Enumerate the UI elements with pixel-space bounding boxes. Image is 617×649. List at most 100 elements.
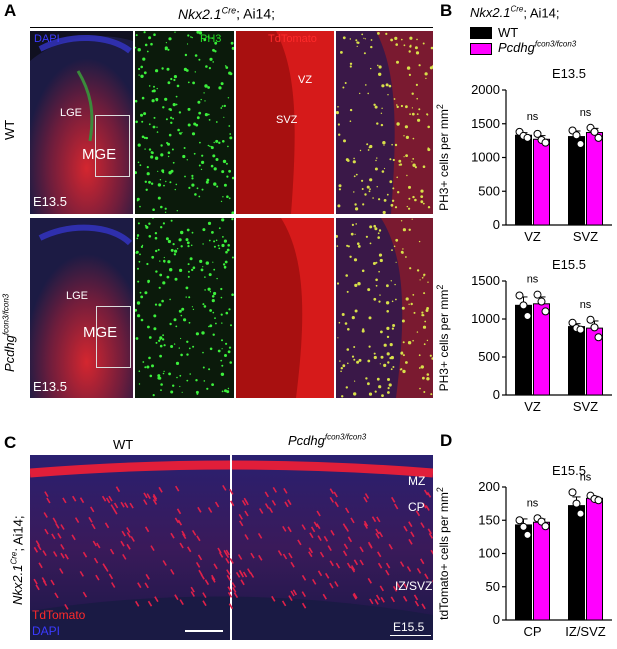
cell-dot: [361, 34, 363, 36]
cell-dot: [377, 65, 379, 67]
cell-dot: [155, 157, 158, 160]
cell-dot: [215, 140, 218, 143]
bar: [534, 522, 550, 620]
cell-dot: [214, 167, 217, 170]
cell-dot: [221, 339, 223, 341]
cell-dot: [191, 184, 194, 187]
cell-dot: [409, 229, 411, 231]
cell-dot: [226, 195, 229, 198]
cell-dot: [395, 299, 397, 301]
cell-dot: [229, 347, 231, 349]
cell-dot: [152, 90, 154, 92]
cell-dot: [391, 356, 394, 359]
cell-dot: [177, 129, 180, 132]
y-tick-label: 0: [493, 217, 500, 232]
cell-dot: [176, 104, 178, 106]
x-tick-label: VZ: [524, 399, 541, 414]
bar: [569, 137, 585, 225]
region-label-lge-mutant: LGE: [66, 290, 88, 302]
cell-dot: [210, 291, 211, 292]
cell-dot: [409, 267, 411, 269]
cell-dot: [199, 142, 201, 144]
cell-dot: [179, 375, 181, 377]
cell-dot: [188, 124, 191, 127]
cell-dot: [162, 106, 164, 108]
cell-dot: [195, 71, 196, 72]
cell-dot: [228, 72, 231, 75]
cell-dot: [197, 101, 200, 104]
cell-dot: [405, 256, 407, 258]
data-point: [538, 298, 545, 305]
cell-dot: [367, 360, 370, 363]
cell-dot: [155, 250, 157, 252]
cell-dot: [369, 225, 372, 228]
cell-dot: [366, 236, 368, 238]
cell-dot: [192, 37, 193, 38]
cell-dot: [156, 127, 157, 128]
cell-dot: [420, 195, 423, 198]
cell-dot: [213, 182, 216, 185]
cell-dot: [216, 158, 219, 161]
cell-dot: [213, 292, 216, 295]
cell-dot: [430, 393, 432, 395]
cell-dot: [423, 274, 425, 276]
cell-dot: [228, 125, 230, 127]
cell-dot: [203, 92, 204, 93]
cell-dot: [406, 175, 407, 176]
cell-dot: [210, 348, 213, 351]
cell-dot: [187, 43, 188, 44]
cell-dot: [142, 97, 145, 100]
cell-dot: [369, 188, 371, 190]
cell-dot: [152, 218, 153, 219]
cell-dot: [209, 67, 211, 69]
cell-dot: [224, 184, 227, 187]
cell-dot: [159, 336, 162, 339]
cell-dot: [186, 380, 188, 382]
cell-dot: [188, 187, 190, 189]
cell-dot: [171, 220, 173, 222]
cell-dot: [186, 353, 188, 355]
cell-dot: [390, 343, 393, 346]
cell-dot: [341, 367, 343, 369]
cell-dot: [411, 161, 412, 162]
cell-dot: [191, 245, 193, 247]
cell-dot: [180, 338, 181, 339]
cell-dot: [403, 341, 405, 343]
cell-dot: [160, 179, 161, 180]
cell-dot: [353, 392, 356, 395]
cell-dot: [147, 51, 149, 53]
cell-dot: [347, 328, 350, 331]
cell-dot: [151, 256, 154, 259]
significance-label: ns: [527, 111, 539, 123]
y-tick-label: 150: [478, 512, 500, 527]
inset-box: [95, 115, 130, 177]
cell-dot: [412, 93, 414, 95]
cell-dot: [162, 338, 164, 340]
cell-dot: [146, 263, 148, 265]
cell-dot: [355, 207, 358, 210]
mutant-ph3-image: [135, 218, 234, 398]
cell-dot: [403, 228, 406, 231]
data-point: [595, 134, 602, 141]
cell-dot: [427, 282, 428, 283]
cell-dot: [184, 68, 187, 71]
cell-dot: [362, 188, 364, 190]
cell-dot: [168, 171, 171, 174]
cell-dot: [383, 145, 384, 146]
cell-dot: [392, 187, 394, 189]
y-tick-label: 1500: [471, 116, 500, 131]
cell-dot: [430, 355, 432, 357]
cell-dot: [179, 386, 180, 387]
cell-dot: [213, 312, 215, 314]
bar: [516, 525, 532, 620]
cell-dot: [211, 383, 214, 386]
cell-dot: [353, 359, 355, 361]
cell-dot: [138, 315, 139, 316]
cell-dot: [412, 294, 414, 296]
legend-label-wt: WT: [498, 25, 518, 40]
data-point: [595, 497, 602, 504]
cell-dot: [419, 367, 421, 369]
cell-dot: [228, 388, 229, 389]
cell-dot: [409, 37, 412, 40]
